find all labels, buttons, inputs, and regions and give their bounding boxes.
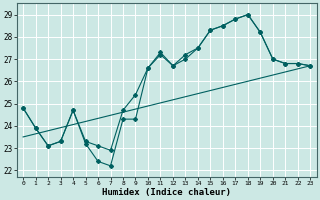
X-axis label: Humidex (Indice chaleur): Humidex (Indice chaleur) <box>102 188 231 197</box>
